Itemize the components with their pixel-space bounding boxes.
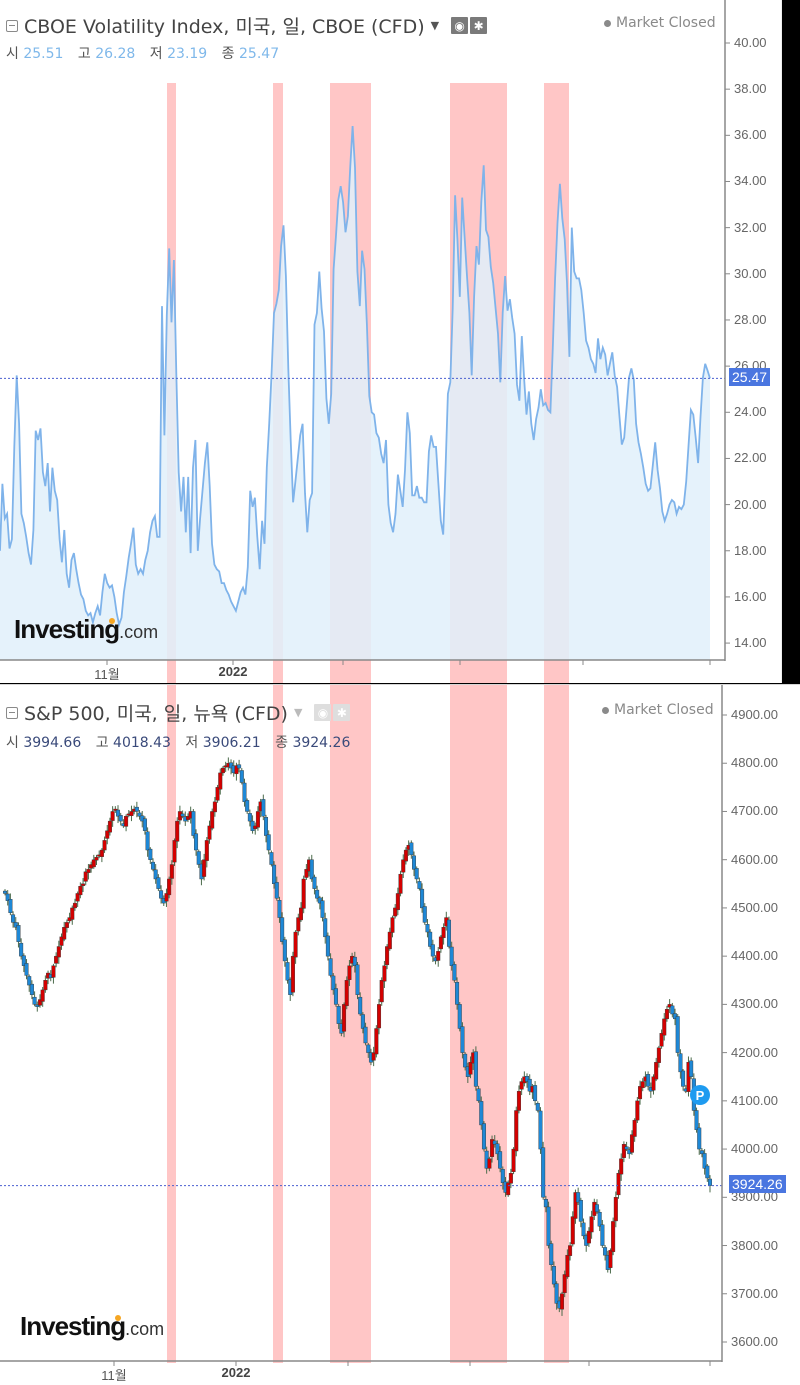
status-dot-icon <box>602 706 609 714</box>
low-value: 3906.21 <box>202 735 261 751</box>
y-tick-label: 14.00 <box>734 635 767 651</box>
logo-suffix: .com <box>119 622 159 642</box>
vix-line-chart[interactable] <box>0 0 782 683</box>
y-tick-label: 4300.00 <box>731 996 778 1012</box>
vix-chart-panel: CBOE Volatility Index, 미국, 일, CBOE (CFD)… <box>0 0 782 683</box>
logo-dot-icon <box>109 618 115 624</box>
y-tick-label: 34.00 <box>734 173 767 189</box>
vix-ohlc: 시 25.51 고 26.28 저 23.19 종 25.47 <box>6 43 289 63</box>
y-tick-label: 3900.00 <box>731 1189 778 1205</box>
y-tick-label: 24.00 <box>734 404 767 420</box>
y-tick-label: 4400.00 <box>731 948 778 964</box>
market-status-text: Market Closed <box>614 702 714 718</box>
y-tick-label: 3800.00 <box>731 1237 778 1253</box>
close-value: 25.47 <box>239 46 280 62</box>
market-status: Market Closed <box>602 702 714 718</box>
logo-brand: Investing <box>14 614 120 644</box>
gear-icon[interactable]: ✱ <box>333 704 351 721</box>
logo-brand: Investing <box>20 1311 126 1341</box>
logo-suffix: .com <box>125 1319 165 1339</box>
y-tick-label: 4800.00 <box>731 755 778 771</box>
highlight-band <box>273 685 283 1363</box>
gear-icon[interactable]: ✱ <box>470 17 488 34</box>
high-label: 고 <box>95 735 109 751</box>
high-label: 고 <box>77 46 91 62</box>
spx-last-price-tag: 3924.26 <box>729 1175 786 1193</box>
x-tick-label: 11월 <box>94 667 120 682</box>
highlight-band <box>544 685 569 1363</box>
close-label: 종 <box>275 735 288 751</box>
y-tick-label: 4100.00 <box>731 1092 778 1108</box>
chevron-down-icon[interactable]: ▼ <box>430 19 440 32</box>
low-value: 23.19 <box>167 46 208 62</box>
investing-logo: Investing.com <box>20 1311 164 1342</box>
y-tick-label: 3600.00 <box>731 1333 778 1349</box>
vix-title: CBOE Volatility Index, 미국, 일, CBOE (CFD) <box>24 16 425 38</box>
eye-icon[interactable]: ◉ <box>314 704 332 721</box>
open-label: 시 <box>6 46 19 62</box>
x-tick-label: 2022 <box>221 1365 251 1380</box>
p-marker-icon[interactable]: P <box>696 1088 705 1103</box>
spx-title: S&P 500, 미국, 일, 뉴욕 (CFD) <box>24 703 288 725</box>
low-label: 저 <box>149 46 163 62</box>
spx-chart-panel: P S&P 500, 미국, 일, 뉴욕 (CFD) ▼ ◉ ✱ 시 3994.… <box>0 684 800 1385</box>
x-tick-label: 2022 <box>218 664 248 679</box>
y-tick-label: 30.00 <box>734 265 767 281</box>
vix-title-row: CBOE Volatility Index, 미국, 일, CBOE (CFD)… <box>6 12 488 39</box>
y-tick-label: 32.00 <box>734 219 767 235</box>
high-value: 4018.43 <box>113 735 171 751</box>
high-value: 26.28 <box>95 46 136 62</box>
y-tick-label: 36.00 <box>734 127 767 143</box>
open-value: 3994.66 <box>23 735 82 751</box>
y-tick-label: 28.00 <box>734 311 767 327</box>
eye-icon[interactable]: ◉ <box>451 17 469 34</box>
y-tick-label: 38.00 <box>734 81 767 97</box>
collapse-icon[interactable] <box>6 19 18 32</box>
market-status: Market Closed <box>604 15 716 31</box>
status-dot-icon <box>604 19 611 27</box>
x-tick-label: 11월 <box>101 1368 127 1383</box>
y-tick-label: 40.00 <box>734 35 767 50</box>
y-tick-label: 16.00 <box>734 588 767 604</box>
open-value: 25.51 <box>23 46 64 62</box>
y-tick-label: 22.00 <box>734 450 767 466</box>
y-tick-label: 4600.00 <box>731 851 778 867</box>
spx-ohlc: 시 3994.66 고 4018.43 저 3906.21 종 3924.26 <box>6 732 360 752</box>
y-tick-label: 4200.00 <box>731 1044 778 1060</box>
close-value: 3924.26 <box>292 735 351 751</box>
logo-dot-icon <box>115 1315 121 1321</box>
low-label: 저 <box>185 735 199 751</box>
y-tick-label: 20.00 <box>734 496 767 512</box>
spx-candlestick-chart[interactable]: P <box>0 685 800 1385</box>
y-tick-label: 3700.00 <box>731 1285 778 1301</box>
spx-title-row: S&P 500, 미국, 일, 뉴욕 (CFD) ▼ ◉ ✱ <box>6 699 351 726</box>
y-tick-label: 4500.00 <box>731 899 778 915</box>
open-label: 시 <box>6 735 19 751</box>
market-status-text: Market Closed <box>616 15 716 31</box>
y-tick-label: 4000.00 <box>731 1141 778 1157</box>
chevron-down-icon[interactable]: ▼ <box>293 706 303 719</box>
y-tick-label: 18.00 <box>734 542 767 558</box>
highlight-band <box>167 685 176 1363</box>
vix-last-price-tag: 25.47 <box>729 368 771 386</box>
close-label: 종 <box>221 46 235 62</box>
y-tick-label: 4900.00 <box>731 707 778 722</box>
investing-logo: Investing.com <box>14 614 158 645</box>
collapse-icon[interactable] <box>6 706 18 719</box>
y-tick-label: 4700.00 <box>731 803 778 819</box>
